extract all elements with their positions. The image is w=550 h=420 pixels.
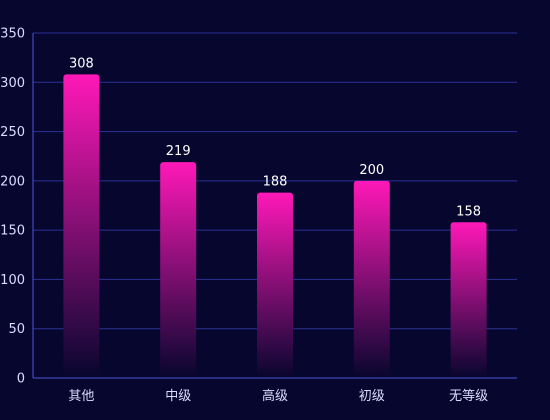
y-tick-label: 300 bbox=[0, 76, 25, 91]
y-tick-label: 150 bbox=[0, 224, 25, 239]
axes bbox=[32, 33, 517, 379]
bar bbox=[257, 192, 293, 378]
y-tick-label: 0 bbox=[17, 372, 25, 387]
x-tick-label: 其他 bbox=[68, 389, 94, 404]
bar-value-label: 219 bbox=[166, 144, 191, 159]
y-tick-label: 50 bbox=[8, 322, 25, 337]
bar-value-label: 308 bbox=[69, 56, 94, 71]
bar bbox=[160, 162, 197, 378]
x-tick-label: 中级 bbox=[165, 389, 191, 404]
y-tick-label: 200 bbox=[0, 174, 25, 189]
x-axis-tick-labels: 其他 中级 高级 初级 无等级 bbox=[68, 388, 488, 404]
bar-value-label: 188 bbox=[263, 175, 288, 190]
y-tick-label: 350 bbox=[0, 27, 25, 42]
x-tick-label: 初级 bbox=[359, 389, 385, 404]
bar-value-label: 158 bbox=[456, 204, 481, 219]
bar bbox=[450, 222, 487, 378]
bar bbox=[63, 74, 100, 379]
x-tick-label: 高级 bbox=[262, 388, 288, 404]
data-labels: 308 219 188 200 158 bbox=[69, 56, 481, 219]
bar-value-label: 200 bbox=[359, 163, 384, 178]
bars bbox=[63, 74, 487, 379]
y-axis-tick-labels: 0 50 100 150 200 250 300 350 bbox=[0, 27, 25, 387]
x-tick-label: 无等级 bbox=[449, 388, 488, 404]
y-tick-label: 250 bbox=[0, 125, 25, 140]
y-tick-label: 100 bbox=[0, 273, 25, 288]
bar bbox=[353, 180, 390, 378]
